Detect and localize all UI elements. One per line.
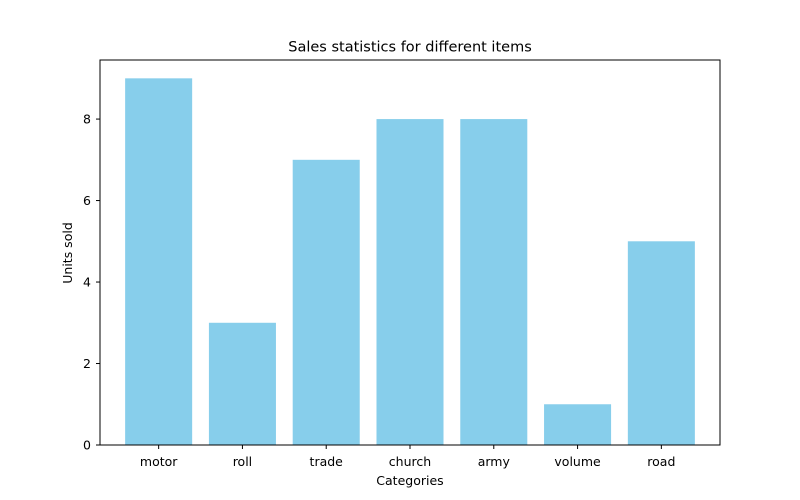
x-tick-label: road [647, 454, 675, 469]
bar-motor [125, 78, 193, 445]
bar-trade [292, 159, 360, 445]
y-tick-label: 4 [83, 275, 91, 290]
y-tick-label: 8 [83, 112, 91, 127]
y-tick-label: 2 [83, 356, 91, 371]
x-tick-label: motor [140, 454, 178, 469]
chart-title: Sales statistics for different items [288, 40, 532, 56]
bar-army [460, 119, 528, 446]
x-tick-label: army [478, 454, 511, 469]
x-tick-label: roll [233, 454, 252, 469]
bars-layer [125, 78, 695, 446]
y-axis-ticks: 0 2 4 6 8 [83, 112, 100, 453]
y-tick-label: 0 [83, 438, 91, 453]
x-tick-label: church [389, 454, 431, 469]
x-tick-label: volume [554, 454, 601, 469]
y-tick-label: 6 [83, 193, 91, 208]
bar-church [376, 119, 444, 446]
x-tick-label: trade [310, 454, 344, 469]
y-axis-label: Units sold [60, 222, 75, 284]
bar-road [627, 241, 695, 445]
bar-roll [208, 322, 276, 445]
x-axis-label: Categories [376, 473, 443, 488]
x-axis-ticks: motor roll trade church army volume road [140, 445, 675, 469]
bar-volume [544, 404, 612, 445]
